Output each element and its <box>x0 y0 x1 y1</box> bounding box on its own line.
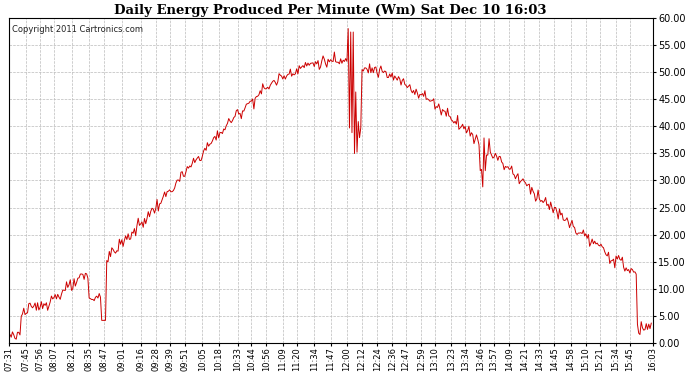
Text: Copyright 2011 Cartronics.com: Copyright 2011 Cartronics.com <box>12 25 143 34</box>
Title: Daily Energy Produced Per Minute (Wm) Sat Dec 10 16:03: Daily Energy Produced Per Minute (Wm) Sa… <box>115 4 547 17</box>
